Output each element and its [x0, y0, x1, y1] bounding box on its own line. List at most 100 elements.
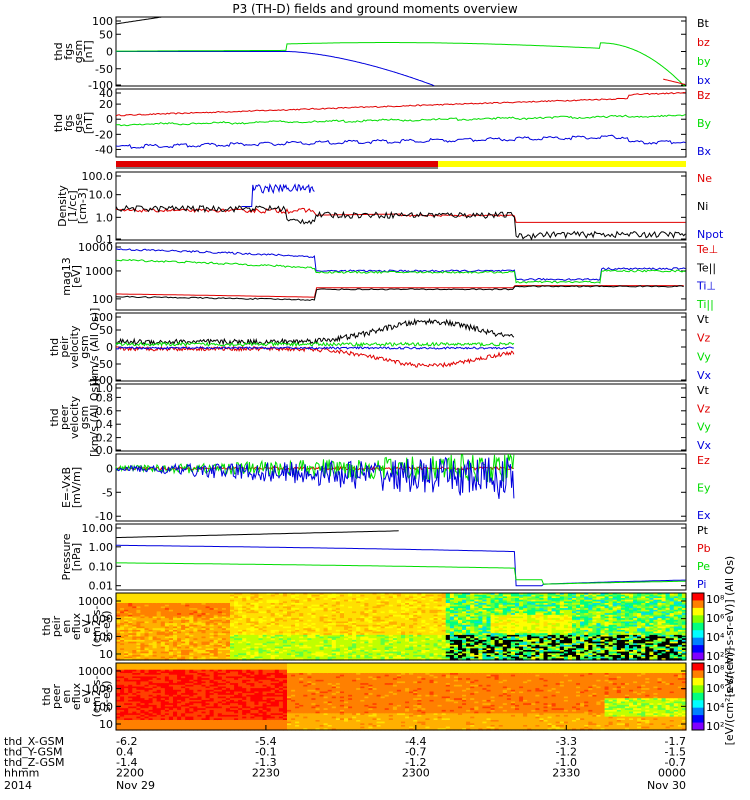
spec-cell: [295, 646, 300, 649]
spec-cell: [291, 599, 296, 602]
spec-cell: [152, 618, 158, 621]
spec-cell: [278, 650, 284, 653]
spec-cell: [519, 613, 524, 616]
spec-cell: [193, 626, 199, 629]
spec-cell: [254, 619, 260, 623]
spec-cell: [242, 648, 247, 651]
spec-cell: [128, 599, 133, 602]
spec-cell: [559, 658, 565, 661]
spec-cell: [376, 609, 382, 613]
spec-cell: [429, 626, 435, 629]
spec-cell: [270, 594, 276, 597]
spec-cell: [156, 638, 162, 641]
spec-cell: [515, 650, 520, 653]
spec-cell: [535, 606, 541, 609]
spec-cell: [352, 619, 357, 623]
spec-cell: [531, 614, 536, 618]
spec-cell: [539, 646, 545, 649]
spec-cell: [584, 599, 589, 602]
spec-cell: [380, 644, 386, 648]
spec-cell: [234, 603, 239, 606]
spec-cell: [291, 598, 296, 601]
spec-cell: [132, 628, 137, 631]
spec-cell: [535, 653, 541, 656]
spec-cell: [291, 643, 296, 646]
spec-cell: [311, 653, 317, 656]
spec-cell: [462, 641, 467, 644]
spec-cell: [555, 618, 561, 621]
spec-cell: [567, 624, 573, 628]
spec-cell: [197, 634, 203, 638]
spec-cell: [181, 644, 186, 648]
spec-cell: [405, 655, 410, 658]
spec-cell: [396, 608, 402, 611]
spec-cell: [323, 623, 329, 626]
spec-cell: [311, 634, 317, 638]
spec-cell: [531, 599, 536, 602]
spec-cell: [580, 594, 585, 597]
spec-cell: [380, 603, 386, 606]
spec-cell: [120, 619, 125, 623]
spec-cell: [490, 606, 496, 609]
spec-cell: [527, 598, 532, 601]
spec-cell: [160, 613, 166, 616]
spec-cell: [120, 626, 125, 629]
spec-cell: [230, 638, 235, 641]
spec-cell: [433, 656, 439, 659]
spec-cell: [572, 603, 577, 606]
spec-cell: [567, 641, 573, 644]
spec-cell: [258, 598, 264, 601]
spec-cell: [425, 641, 431, 644]
spec-cell: [588, 623, 593, 626]
spec-cell: [213, 598, 219, 601]
spec-cell: [478, 643, 484, 646]
spec-cell: [515, 606, 520, 609]
spec-cell: [535, 626, 541, 629]
spec-cell: [291, 638, 296, 641]
spec-cell: [197, 628, 203, 631]
spec-cell: [140, 624, 146, 628]
spec-cell: [535, 619, 541, 623]
spec-cell: [287, 656, 292, 659]
spec-cell: [266, 623, 272, 626]
spec-cell: [364, 604, 370, 607]
spec-cell: [555, 651, 561, 654]
spec-cell: [287, 623, 292, 626]
spec-cell: [266, 604, 272, 607]
spec-cell: [547, 603, 553, 606]
spec-cell: [563, 655, 569, 658]
spec-cell: [242, 606, 247, 609]
spec-cell: [360, 598, 365, 601]
spec-cell: [576, 648, 581, 651]
spec-cell: [348, 650, 353, 653]
spec-cell: [230, 624, 235, 628]
spec-cell: [502, 606, 508, 609]
spec-cell: [168, 628, 174, 631]
spec-cell: [376, 624, 382, 628]
spec-cell: [352, 655, 357, 658]
spec-cell: [189, 629, 194, 633]
spec-cell: [250, 614, 256, 618]
spec-cell: [323, 634, 329, 638]
spec-cell: [197, 650, 203, 653]
spec-cell: [356, 621, 361, 624]
spec-cell: [478, 613, 484, 616]
spec-cell: [311, 609, 317, 613]
spec-cell: [580, 611, 585, 614]
y-axis-label: E=-VxB: [60, 467, 73, 508]
spec-cell: [282, 603, 288, 606]
spec-cell: [242, 638, 247, 641]
spec-cell: [124, 636, 129, 639]
spec-cell: [128, 619, 133, 623]
spec-cell: [335, 608, 341, 611]
spec-cell: [584, 658, 589, 661]
spec-cell: [339, 634, 345, 638]
spec-cell: [559, 618, 565, 621]
spec-cell: [315, 624, 321, 628]
legend-Vz: Vz: [697, 332, 711, 345]
spec-cell: [592, 634, 598, 638]
spec-cell: [344, 626, 349, 629]
spec-cell: [388, 641, 394, 644]
spec-cell: [315, 599, 321, 602]
spec-cell: [189, 655, 194, 658]
